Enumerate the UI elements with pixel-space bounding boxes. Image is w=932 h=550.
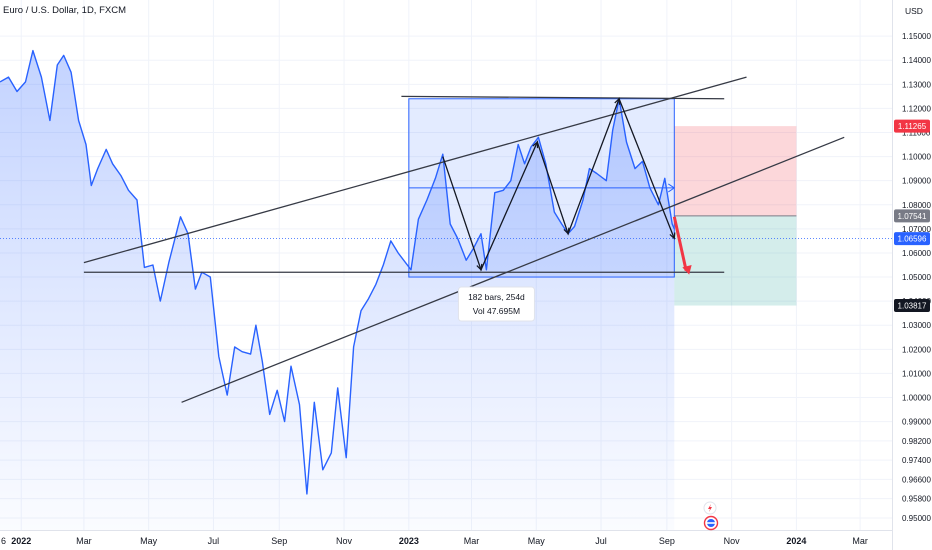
y-tick-label: 1.03000 [902,321,931,330]
y-tick-label: 1.09000 [902,177,931,186]
y-tick-label: 0.98200 [902,437,931,446]
y-tick-label: 1.13000 [902,80,931,89]
y-tick-label: 1.12000 [902,104,931,113]
x-tick-label: 6 [1,536,6,546]
x-tick-label: Nov [336,536,353,546]
currency-label[interactable]: USD [905,6,923,16]
take-profit-zone [674,215,797,306]
stop-loss-zone [674,126,797,216]
y-tick-label: 1.01000 [902,369,931,378]
price-label-tag[interactable] [894,232,930,246]
info-box: 182 bars, 254d Vol 47.695M [457,286,535,322]
x-tick-label: Jul [208,536,220,546]
zigzag-arrowhead [476,263,483,272]
y-tick-label: 0.95000 [902,514,931,523]
channel-lower-line[interactable] [181,136,845,403]
forecast-arrow[interactable] [672,216,688,271]
x-tick-label: Jul [595,536,607,546]
x-tick-label: Nov [724,536,741,546]
chart-title: Euro / U.S. Dollar, 1D, FXCM [3,5,126,16]
y-tick-label: 1.02000 [902,345,931,354]
price-label-text: 1.03817 [898,302,927,311]
y-tick-label: 1.10000 [902,153,931,162]
y-tick-label: 1.00000 [902,394,931,403]
x-tick-label: Mar [76,536,92,546]
y-tick-label: 0.95800 [902,495,931,504]
price-label-text: 1.07541 [898,212,927,221]
x-tick-label: May [140,536,158,546]
price-area [0,50,675,530]
y-tick-label: 1.05000 [902,273,931,282]
info-bars-label: 182 bars, 254d [468,292,525,302]
info-volume-label: Vol 47.695M [473,306,520,316]
x-tick-label: 2022 [11,536,31,546]
time-axis[interactable]: 6 2022 Mar May Jul Sep Nov 2023 Mar May Jul Sep Nov 2… [0,530,892,547]
lightning-icon[interactable] [703,501,717,515]
y-tick-label: 1.07000 [902,225,931,234]
resistance-line[interactable] [401,95,725,100]
date-range-arrowhead [668,183,676,193]
price-label-text: 1.11265 [898,122,927,131]
y-tick-label: 0.96600 [902,475,931,484]
y-tick-label: 1.06000 [902,249,931,258]
price-label-tag[interactable] [894,119,930,133]
x-tick-label: 2024 [786,536,806,546]
drawing-lines[interactable] [0,76,892,403]
zigzag-arrowhead [563,227,570,235]
price-axis-panel[interactable] [892,0,932,550]
forecast-arrowhead [682,264,692,275]
price-label-tag[interactable] [894,209,930,223]
x-tick-label: 2023 [399,536,419,546]
price-label-text: 1.06596 [898,235,927,244]
zigzag-arrowhead [532,140,539,149]
y-tick-label: 0.99000 [902,418,931,427]
y-tick-label: 1.14000 [902,56,931,65]
channel-upper-line[interactable] [83,76,747,264]
zigzag-arrowhead [614,97,621,105]
x-tick-label: Sep [659,536,675,546]
x-tick-label: May [528,536,546,546]
price-label-tag[interactable] [894,299,930,313]
zigzag-arrowhead [669,232,676,240]
x-tick-label: Mar [852,536,868,546]
price-axis[interactable]: 1.15000 1.14000 1.13000 1.12000 1.11000 1.100… [892,0,932,550]
y-tick-label: 0.97400 [902,456,931,465]
y-tick-label: 1.08000 [902,201,931,210]
zigzag-pattern[interactable] [442,96,675,272]
x-tick-label: Mar [464,536,480,546]
y-tick-label: 1.15000 [902,32,931,41]
y-tick-label: 1.11000 [902,129,931,138]
x-tick-label: Sep [271,536,287,546]
us-flag-icon[interactable] [703,515,719,531]
